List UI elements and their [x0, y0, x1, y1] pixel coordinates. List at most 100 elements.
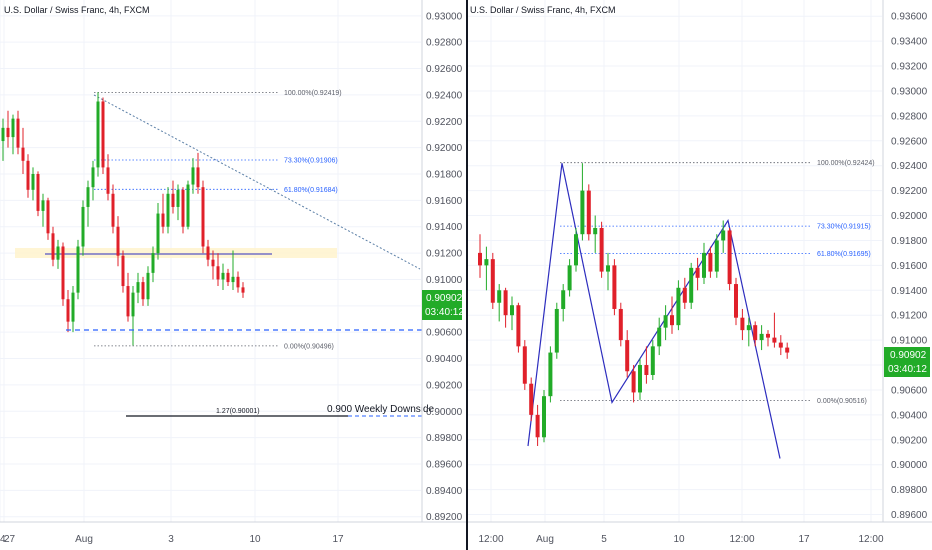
candle-body [593, 227, 598, 235]
y-tick-label: 0.92200 [891, 186, 928, 197]
candle-body [221, 272, 225, 280]
candle-body [497, 290, 502, 303]
candle-body [51, 233, 55, 260]
right-chart-panel[interactable]: 100.00%(0.92424) 73.30%(0.91915) 61.80%(0.… [468, 0, 932, 545]
candle-body [631, 371, 636, 393]
left-extension-label: 1.27(0.90001) [216, 408, 260, 415]
candle-body [96, 101, 100, 168]
candle-body [141, 282, 145, 300]
left-fib-retracement[interactable]: 100.00%(0.92419) 73.30%(0.91906) 61.80%(0.… [94, 90, 342, 350]
candle-body [606, 265, 610, 272]
candle-body [734, 284, 738, 318]
candle-body [516, 305, 521, 347]
candle-body [136, 282, 140, 293]
candle-body [91, 167, 95, 188]
candle-body [216, 266, 220, 280]
candle-body [71, 292, 75, 322]
y-tick-label: 0.90400 [891, 410, 928, 421]
y-tick-label: 0.90000 [426, 407, 463, 418]
left-trendline[interactable] [93, 94, 421, 270]
y-tick-label: 0.90000 [891, 460, 928, 471]
x-tick-label: Aug [536, 534, 554, 545]
candle-body [580, 190, 585, 235]
candle-body [16, 118, 20, 148]
candle-body [522, 346, 527, 384]
candle-body [116, 226, 120, 256]
left-time-axis[interactable]: 27 Aug 3 10 17 24 [0, 534, 344, 545]
y-tick-label: 0.92000 [891, 211, 928, 222]
x-tick-label: 10 [673, 534, 685, 545]
candle-body [657, 327, 662, 347]
candle-body [21, 147, 25, 161]
candle-body [689, 267, 694, 303]
x-tick-label: 27 [4, 534, 16, 545]
candle-body [574, 234, 578, 266]
y-tick-label: 0.91000 [426, 275, 463, 286]
candle-body [510, 305, 514, 316]
candle-body [231, 276, 235, 283]
candle-body [772, 337, 777, 343]
fib-level-label: 100.00%(0.92419) [284, 90, 342, 97]
y-tick-label: 0.93000 [891, 86, 928, 97]
right-price-axis[interactable]: 0.93600 0.93400 0.93200 0.93000 0.92800 0.926… [891, 12, 928, 521]
candle-body [131, 292, 135, 317]
candle-body [56, 246, 60, 260]
candle-body [612, 265, 617, 309]
candle-body [146, 272, 150, 300]
right-countdown: 03:40:12 [888, 364, 927, 375]
candle-body [746, 325, 751, 331]
candle-body [484, 259, 489, 266]
fib-level-label: 61.80%(0.91684) [284, 187, 338, 194]
y-tick-label: 0.92400 [426, 90, 463, 101]
y-tick-label: 0.92600 [891, 136, 928, 147]
y-tick-label: 0.91600 [891, 261, 928, 272]
candle-body [682, 287, 687, 303]
fib-level-label: 0.00%(0.90496) [284, 343, 334, 350]
right-last-price: 0.90902 [890, 350, 927, 361]
y-tick-label: 0.92800 [426, 38, 463, 49]
candle-body [542, 396, 546, 438]
candle-body [618, 308, 623, 341]
left-annotation-text: 0.900 Weekly Downside [327, 404, 435, 415]
right-time-axis[interactable]: 12:00 Aug 5 10 12:00 17 12:00 [478, 534, 883, 545]
candle-body [708, 252, 713, 272]
y-tick-label: 0.91800 [891, 236, 928, 247]
candle-body [670, 315, 674, 326]
candle-body [695, 267, 700, 278]
candle-body [236, 276, 240, 288]
right-pattern-line[interactable] [527, 163, 781, 459]
candle-body [740, 317, 745, 331]
y-tick-label: 0.90400 [426, 354, 463, 365]
y-tick-label: 0.91600 [426, 196, 463, 207]
y-tick-label: 0.92600 [426, 64, 463, 75]
left-resistance-zone[interactable] [15, 248, 337, 258]
candle-body [638, 365, 642, 393]
y-tick-label: 0.92800 [891, 111, 928, 122]
candle-body [31, 174, 35, 190]
y-tick-label: 0.89600 [891, 510, 928, 521]
y-tick-label: 0.92400 [891, 161, 928, 172]
y-tick-label: 0.93200 [891, 62, 928, 73]
left-chart-panel[interactable]: 100.00%(0.92419) 73.30%(0.91906) 61.80%(0.… [0, 0, 466, 545]
left-last-price-badge [422, 290, 462, 320]
right-last-price-badge [884, 347, 930, 377]
right-chart-title: U.S. Dollar / Swiss Franc, 4h, FXCM [470, 5, 616, 15]
y-tick-label: 0.90200 [426, 380, 463, 391]
candle-body [196, 167, 200, 188]
x-tick-label: 17 [332, 534, 344, 545]
candle-body [490, 259, 495, 303]
fib-level-label: 61.80%(0.91695) [817, 251, 871, 258]
candle-body [727, 230, 732, 285]
y-tick-label: 0.92200 [426, 117, 463, 128]
candle-body [663, 315, 668, 328]
x-tick-label: 10 [249, 534, 261, 545]
candle-body [11, 118, 15, 138]
candle-body [111, 193, 115, 227]
y-tick-label: 0.89600 [426, 460, 463, 471]
candle-body [766, 333, 770, 338]
candle-body [176, 189, 180, 207]
left-candles [1, 92, 245, 346]
y-tick-label: 0.89800 [891, 485, 928, 496]
candle-body [548, 352, 553, 397]
y-tick-label: 0.91800 [426, 170, 463, 181]
